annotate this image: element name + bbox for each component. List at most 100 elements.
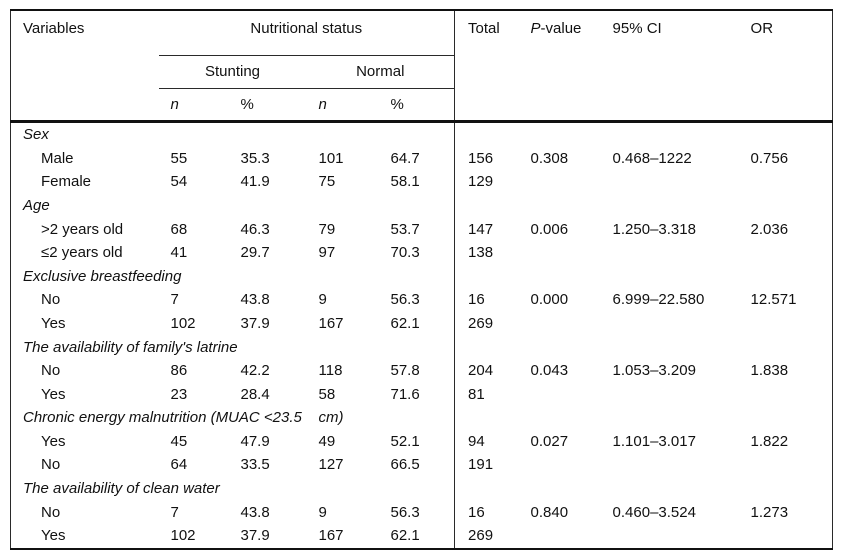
group-row-spacer: [454, 476, 833, 501]
cell-or: 12.571: [750, 291, 797, 309]
cell-total: 269: [454, 524, 521, 549]
cell-total: 204: [454, 358, 521, 383]
cell-n-normal: 75: [318, 173, 336, 191]
cell-p-value: [521, 241, 601, 265]
cell-ci: [601, 241, 741, 265]
cell-n-stunting: 54: [170, 173, 188, 191]
col-header-or: OR: [740, 10, 833, 123]
cell-pct-normal: 57.8: [390, 362, 420, 380]
table-row: No 64 33.5 127 66.5 191: [11, 453, 833, 477]
table-row: Yes 102 37.9 167 62.1 269: [11, 311, 833, 336]
cell-or: 2.036: [750, 220, 789, 238]
group-label: The availability of clean water: [23, 480, 220, 498]
cell-n-normal: 127: [318, 456, 344, 474]
cell-pct-stunting: 42.2: [240, 362, 270, 380]
cell-p-value: 0.000: [530, 291, 569, 309]
cell-ci: 0.460–3.524: [612, 503, 696, 521]
cell-n-normal: 79: [318, 220, 336, 238]
p-value-label-rest: -value: [540, 20, 582, 37]
group-label: Sex: [23, 126, 49, 144]
cell-pct-stunting: 43.8: [240, 291, 270, 309]
cell-n-stunting: 102: [170, 314, 196, 332]
cell-n-normal: 9: [318, 503, 327, 521]
cell-or: 1.273: [750, 503, 789, 521]
col-header-stunting: Stunting: [158, 55, 307, 89]
cell-total: 147: [454, 217, 521, 241]
cell-pct-normal: 64.7: [390, 149, 420, 167]
cell-ci: [601, 453, 741, 477]
row-label: >2 years old: [41, 220, 124, 238]
table-row: No 86 42.2 118 57.8 204 0.043 1.053–3.209 1.838: [11, 358, 833, 383]
cell-pct-stunting: 41.9: [240, 173, 270, 191]
table-row: Yes 45 47.9 49 52.1 94 0.027 1.101–3.017 1.822: [11, 429, 833, 454]
cell-n-stunting: 68: [170, 220, 188, 238]
col-header-ci: 95% CI: [600, 10, 741, 123]
row-label: Yes: [41, 314, 66, 332]
cell-p-value: 0.027: [530, 432, 569, 450]
cell-or: [741, 453, 833, 477]
cell-pct-stunting: 43.8: [240, 503, 270, 521]
cell-n-stunting: 64: [170, 456, 188, 474]
cell-n-normal: 97: [318, 244, 336, 262]
table-row: Yes 102 37.9 167 62.1 269: [11, 524, 833, 549]
cell-ci: 1.250–3.318: [612, 220, 696, 238]
table-row: No 7 43.8 9 56.3 16 0.840 0.460–3.524 1.273: [11, 500, 833, 525]
cell-p-value: 0.308: [530, 149, 569, 167]
col-header-normal: Normal: [306, 55, 455, 89]
cell-ci: 1.053–3.209: [612, 362, 696, 380]
cell-pct-normal: 52.1: [390, 432, 420, 450]
cell-pct-normal: 66.5: [390, 456, 420, 474]
table-row: >2 years old 68 46.3 79 53.7 147 0.006 1.250–3.…: [11, 217, 833, 241]
cell-total: 269: [454, 311, 521, 336]
col-header-pct-stunting: %: [232, 88, 307, 123]
cell-p-value: [521, 170, 601, 194]
cell-p-value: [521, 524, 601, 549]
cell-or: [741, 383, 833, 407]
cell-n-normal: 167: [318, 314, 344, 332]
cell-n-stunting: 7: [170, 503, 179, 521]
cell-pct-stunting: 33.5: [240, 456, 270, 474]
cell-pct-stunting: 29.7: [240, 244, 270, 262]
cell-or: [741, 170, 833, 194]
cell-pct-stunting: 37.9: [240, 527, 270, 545]
cell-pct-normal: 62.1: [390, 314, 420, 332]
cell-p-value: 0.006: [530, 220, 569, 238]
row-label: No: [41, 456, 61, 474]
group-row: Chronic energy malnutrition (MUAC <23.5 …: [11, 406, 833, 430]
cell-pct-normal: 53.7: [390, 220, 420, 238]
row-label: Yes: [41, 432, 66, 450]
group-label: Age: [23, 196, 50, 214]
group-row: Exclusive breastfeeding: [11, 264, 833, 289]
cell-p-value: [521, 453, 601, 477]
col-header-nutritional-status: Nutritional status: [158, 10, 455, 56]
col-header-n-normal: n: [306, 88, 381, 123]
cell-ci: 1.101–3.017: [612, 432, 696, 450]
cell-ci: [601, 312, 741, 336]
cell-pct-stunting: 37.9: [240, 314, 270, 332]
cell-or: [741, 312, 833, 336]
row-label: Male: [41, 149, 74, 167]
group-row: Sex: [11, 121, 833, 147]
row-label: ≤2 years old: [41, 244, 123, 262]
group-row-spacer: [454, 406, 833, 430]
cell-pct-normal: 70.3: [390, 244, 420, 262]
group-row: Age: [11, 193, 833, 218]
cell-p-value: [521, 312, 601, 336]
cell-n-stunting: 86: [170, 362, 188, 380]
group-label: Exclusive breastfeeding: [23, 267, 182, 285]
cell-n-stunting: 7: [170, 291, 179, 309]
col-header-variables: Variables: [10, 10, 159, 123]
group-row: The availability of clean water: [11, 476, 833, 501]
cell-total: 81: [454, 382, 521, 407]
cell-n-normal: 49: [318, 432, 336, 450]
cell-or: 1.838: [750, 362, 789, 380]
row-label: No: [41, 503, 61, 521]
cell-or: [741, 241, 833, 265]
nutritional-status-table: Variables Nutritional status Total P-val…: [10, 9, 834, 550]
header-row-2: Stunting Normal: [11, 55, 833, 89]
header-row-1: Variables Nutritional status Total P-val…: [10, 10, 833, 123]
cell-n-stunting: 23: [170, 385, 188, 403]
cell-p-value: [521, 383, 601, 407]
row-label: No: [41, 362, 61, 380]
